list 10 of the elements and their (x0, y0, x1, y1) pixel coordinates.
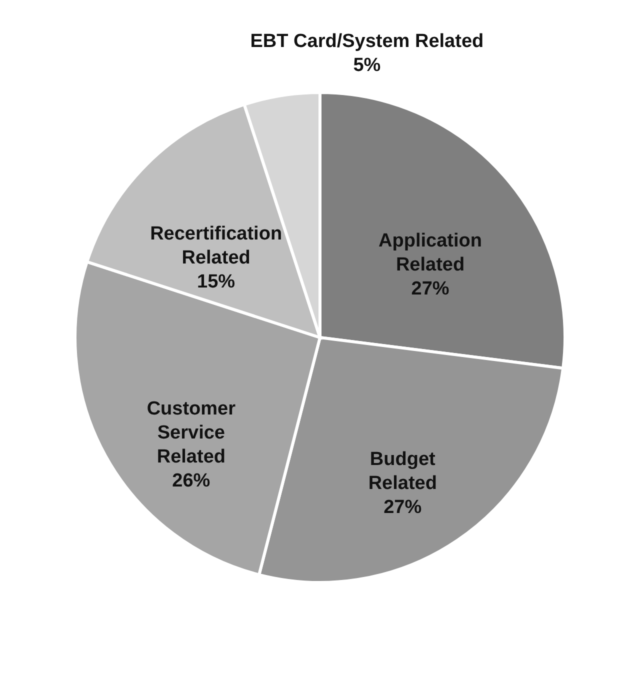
slice-label: Budget Related (368, 449, 437, 494)
slice-label: Application Related (378, 230, 482, 276)
data-label: 27% (384, 497, 422, 518)
slice-label: Recertification Related (150, 224, 282, 269)
data-label: 26% (172, 470, 210, 492)
slice-label: EBT Card/System Related (250, 31, 484, 52)
data-label: 27% (411, 278, 450, 300)
slice-label: Customer Service Related (146, 398, 236, 468)
data-label: 5% (353, 55, 381, 76)
data-label: 15% (197, 272, 236, 293)
